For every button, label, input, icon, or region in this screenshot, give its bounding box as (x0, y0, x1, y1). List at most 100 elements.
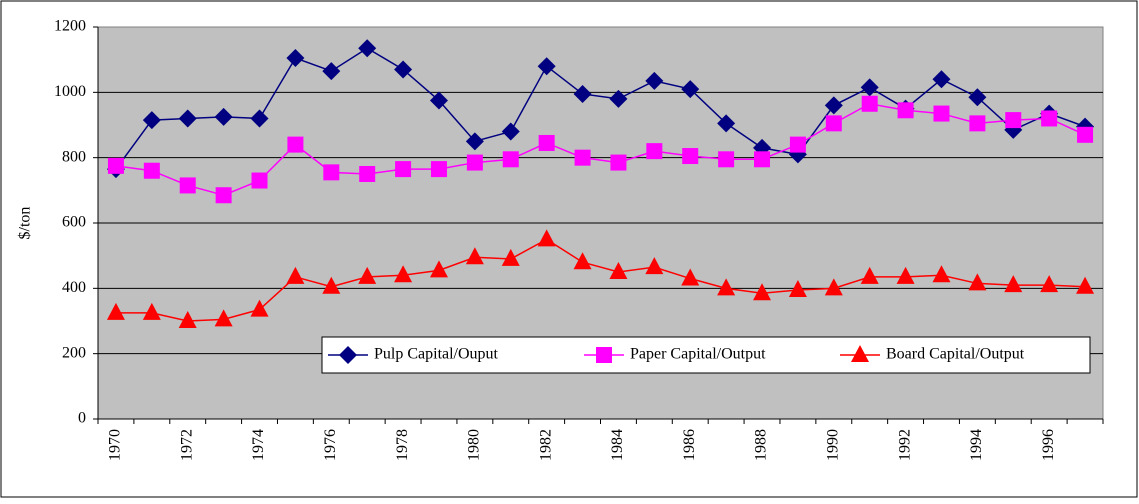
point-marker (754, 151, 771, 168)
y-tick-label: 0 (78, 410, 86, 427)
point-marker (573, 84, 592, 103)
point-marker (1040, 275, 1059, 293)
legend-label: Pulp Capital/Ouput (374, 346, 499, 363)
y-tick-label: 1200 (54, 18, 86, 35)
x-tick-label: 1978 (394, 429, 411, 461)
point-marker (178, 109, 197, 128)
point-marker (1077, 126, 1094, 143)
x-tick-label: 1984 (609, 429, 626, 461)
point-marker (322, 62, 341, 81)
point-marker (1005, 112, 1022, 129)
point-marker (359, 166, 376, 182)
point-marker (394, 60, 413, 79)
point-marker (1041, 110, 1058, 127)
y-tick-label: 800 (62, 148, 86, 165)
x-tick-label: 1976 (322, 429, 339, 461)
point-marker (825, 115, 842, 132)
point-marker (339, 346, 357, 364)
x-tick-label: 1982 (537, 429, 554, 461)
point-marker (645, 71, 664, 90)
point-marker (322, 276, 341, 294)
point-marker (682, 148, 699, 165)
x-tick-label: 1994 (968, 429, 985, 461)
point-marker (501, 122, 520, 141)
point-marker (896, 266, 915, 284)
point-marker (933, 105, 950, 122)
y-axis-label: $/ton (17, 207, 34, 240)
point-marker (215, 187, 232, 204)
point-marker (250, 299, 269, 317)
x-tick-label: 1996 (1040, 429, 1057, 461)
point-marker (537, 57, 556, 76)
point-marker (968, 273, 987, 291)
x-tick-label: 1974 (250, 429, 267, 461)
point-marker (250, 109, 269, 128)
point-marker (717, 278, 736, 296)
point-marker (596, 347, 612, 363)
point-marker (502, 151, 519, 168)
point-marker (932, 70, 951, 89)
point-marker (466, 154, 483, 171)
point-marker (429, 260, 448, 278)
point-marker (681, 268, 700, 286)
point-marker (717, 114, 736, 133)
point-marker (718, 151, 735, 168)
point-marker (609, 262, 628, 279)
x-tick-label: 1988 (753, 429, 770, 461)
point-marker (968, 88, 987, 107)
point-marker (465, 247, 484, 265)
point-marker (287, 136, 304, 153)
point-marker (969, 115, 986, 132)
point-marker (788, 279, 807, 297)
series-line (115, 102, 1086, 197)
point-marker (645, 257, 664, 275)
point-marker (251, 172, 268, 189)
point-marker (394, 265, 413, 283)
point-marker (286, 266, 305, 284)
point-marker (574, 149, 591, 166)
point-marker (851, 345, 869, 362)
point-marker (465, 132, 484, 151)
point-marker (1076, 276, 1095, 294)
point-marker (681, 80, 700, 99)
point-marker (286, 49, 305, 68)
point-marker (609, 89, 628, 108)
point-marker (358, 39, 377, 58)
x-tick-label: 1980 (466, 429, 483, 461)
point-marker (573, 252, 592, 270)
point-marker (753, 283, 772, 301)
point-marker (1004, 275, 1023, 293)
y-tick-label: 200 (62, 344, 86, 361)
point-marker (358, 266, 377, 284)
point-marker (861, 95, 878, 112)
point-marker (323, 164, 340, 181)
series-line (115, 47, 1086, 170)
point-marker (142, 111, 161, 130)
series-line (115, 238, 1086, 322)
x-tick-label: 1990 (824, 429, 841, 461)
point-marker (537, 229, 556, 247)
y-tick-label: 1000 (54, 83, 86, 100)
x-tick-label: 1992 (896, 429, 913, 461)
point-marker (107, 157, 124, 174)
point-marker (395, 161, 412, 178)
point-marker (143, 162, 160, 179)
x-tick-label: 1970 (107, 429, 124, 461)
point-marker (538, 134, 555, 151)
point-marker (789, 136, 806, 153)
point-marker (430, 161, 447, 178)
point-marker (106, 302, 125, 320)
point-marker (610, 154, 627, 171)
point-marker (214, 107, 233, 126)
x-tick-label: 1972 (178, 429, 195, 461)
y-tick-label: 600 (62, 214, 86, 231)
legend-label: Paper Capital/Output (630, 346, 766, 363)
point-marker (860, 266, 879, 284)
point-marker (932, 265, 951, 283)
point-marker (860, 78, 879, 97)
point-marker (501, 248, 520, 266)
point-marker (646, 143, 663, 160)
point-marker (178, 311, 197, 328)
point-marker (824, 278, 843, 296)
